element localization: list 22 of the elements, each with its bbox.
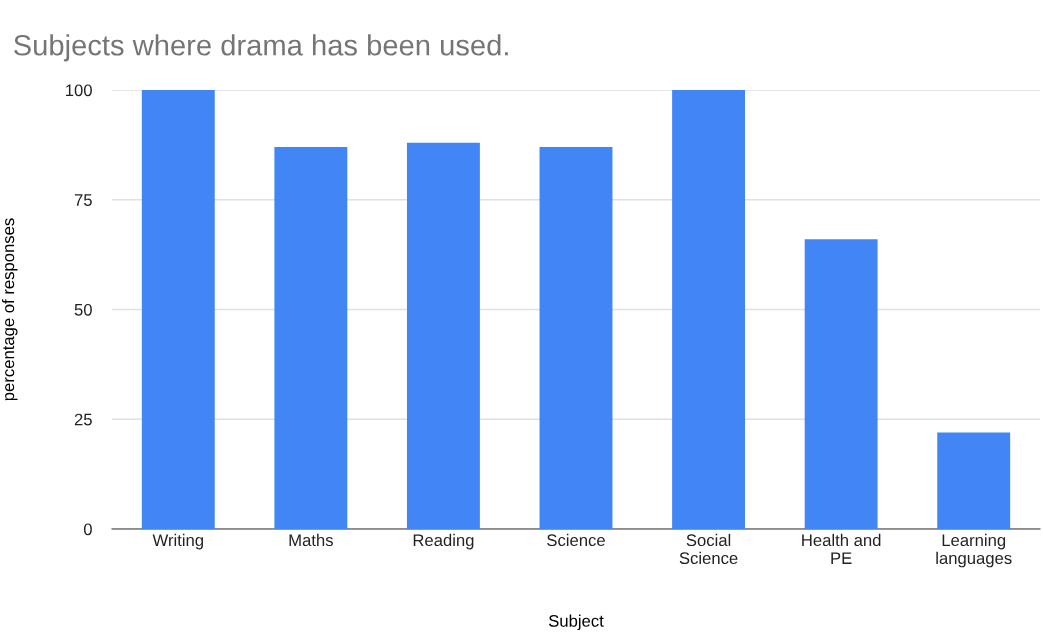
bar	[274, 147, 348, 529]
y-tick-label: 0	[83, 523, 92, 536]
x-axis-title: Subject	[548, 614, 604, 631]
y-tick-label: 25	[74, 413, 92, 426]
x-tick-label: Reading	[413, 533, 474, 550]
bar	[406, 142, 480, 529]
y-tick-label: 100	[66, 84, 92, 97]
y-axis-title: percentage of responses	[2, 218, 18, 401]
x-tick-label: Science	[547, 533, 605, 547]
chart-title: Subjects where drama has been used.	[14, 34, 508, 62]
y-tick-label: 50	[74, 303, 92, 316]
bar	[539, 147, 613, 529]
x-tick-label: Writing	[152, 533, 203, 550]
x-tick-label: Health and PE	[802, 533, 881, 564]
y-tick-label: 75	[74, 194, 92, 206]
x-tick-label: Social Science	[679, 533, 738, 565]
x-tick-label: Maths	[289, 533, 333, 547]
bar	[937, 432, 1011, 529]
bar	[672, 90, 746, 529]
bar	[141, 90, 215, 529]
x-tick-label: Learning languages	[936, 533, 1012, 568]
bar	[804, 239, 878, 529]
